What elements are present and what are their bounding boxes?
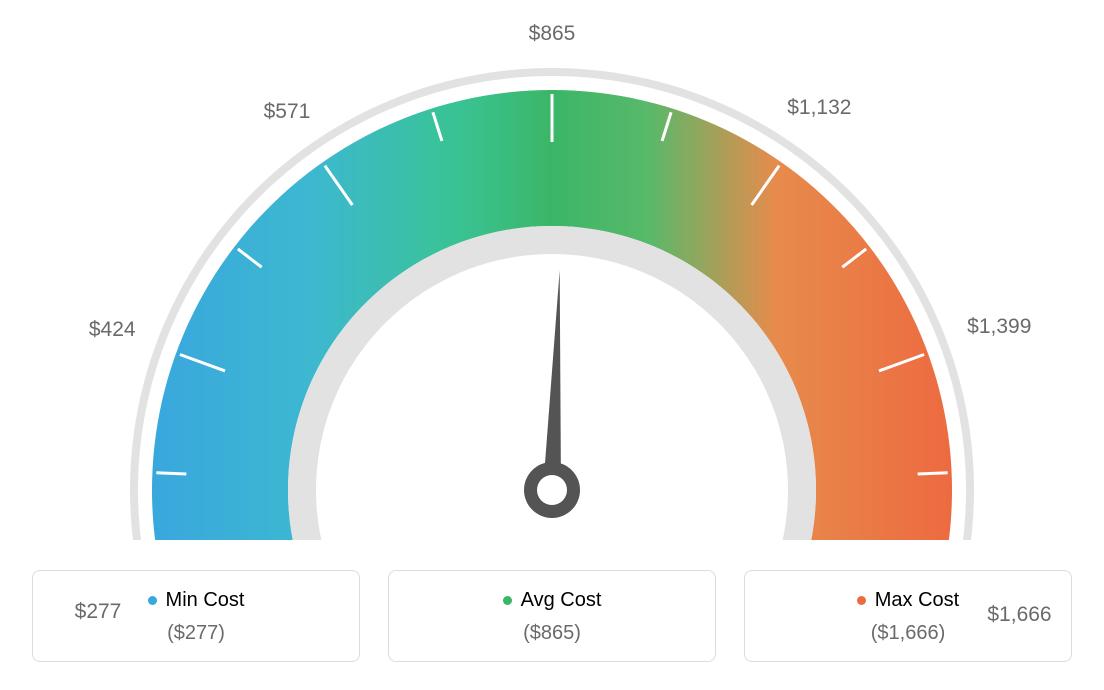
legend-row: Min Cost ($277) Avg Cost ($865) Max Cost… [32,570,1072,662]
gauge-tick-label: $1,666 [987,603,1051,627]
cost-gauge-chart: $277$424$571$865$1,132$1,399$1,666 [20,20,1084,540]
dot-icon [857,596,866,605]
dot-icon [148,596,157,605]
gauge-svg [20,20,1084,540]
legend-title-min: Min Cost [148,589,245,612]
dot-icon [503,596,512,605]
legend-title-max: Max Cost [857,589,959,612]
legend-card-avg: Avg Cost ($865) [388,570,716,662]
legend-title-text: Min Cost [166,589,245,612]
legend-title-avg: Avg Cost [503,589,602,612]
gauge-tick-label: $571 [264,100,311,124]
gauge-tick-label: $277 [75,600,122,624]
gauge-tick-label: $1,132 [787,96,851,120]
gauge-tick-label: $865 [529,22,576,46]
legend-value-min: ($277) [43,622,349,645]
gauge-tick-label: $424 [89,318,136,342]
legend-value-avg: ($865) [399,622,705,645]
legend-title-text: Avg Cost [521,589,602,612]
gauge-tick-label: $1,399 [967,315,1031,339]
legend-title-text: Max Cost [875,589,959,612]
